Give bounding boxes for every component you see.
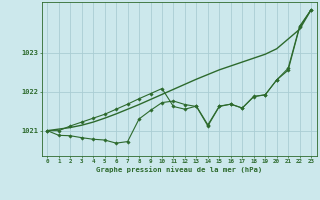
X-axis label: Graphe pression niveau de la mer (hPa): Graphe pression niveau de la mer (hPa): [96, 166, 262, 173]
